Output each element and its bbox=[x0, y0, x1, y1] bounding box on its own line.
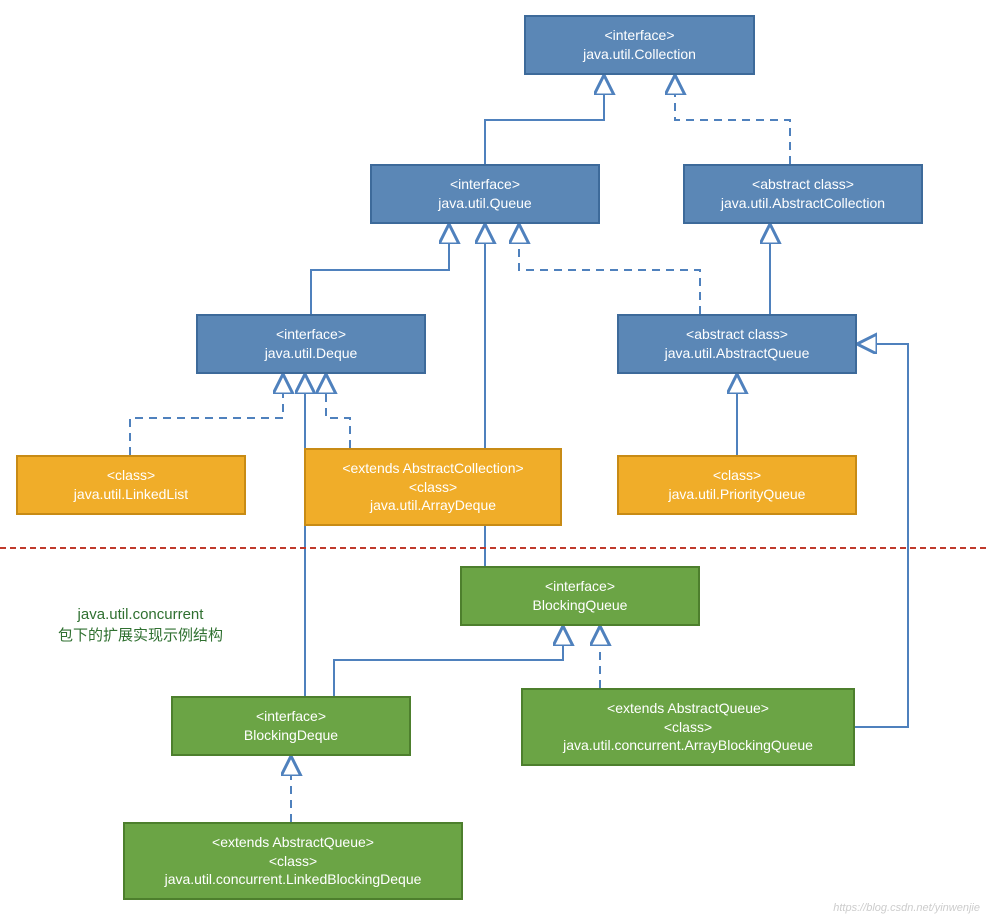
watermark: https://blog.csdn.net/yinwenjie bbox=[833, 902, 980, 914]
node-collection: <interface>java.util.Collection bbox=[524, 15, 755, 75]
edge-absColl-to-collection bbox=[675, 75, 790, 164]
node-arrBlockQueue: <extends AbstractQueue><class>java.util.… bbox=[521, 688, 855, 766]
node-priorityQueue: <class>java.util.PriorityQueue bbox=[617, 455, 857, 515]
node-blockingQueue: <interface>BlockingQueue bbox=[460, 566, 700, 626]
node-linkedList: <class>java.util.LinkedList bbox=[16, 455, 246, 515]
edge-blockingDeque-to-blockingQueue bbox=[334, 626, 563, 696]
node-blockingDeque: <interface>BlockingDeque bbox=[171, 696, 411, 756]
node-linkedBlockDeque: <extends AbstractQueue><class>java.util.… bbox=[123, 822, 463, 900]
node-absColl: <abstract class>java.util.AbstractCollec… bbox=[683, 164, 923, 224]
edge-arrayDeque-to-deque bbox=[326, 374, 350, 448]
concurrent-annotation: java.util.concurrent包下的扩展实现示例结构 bbox=[58, 604, 223, 646]
node-deque: <interface>java.util.Deque bbox=[196, 314, 426, 374]
section-divider bbox=[0, 547, 986, 549]
edge-arrBlockQueue-to-absQueue bbox=[855, 344, 908, 727]
edge-absQueue-to-queue bbox=[519, 224, 700, 314]
node-arrayDeque: <extends AbstractCollection><class>java.… bbox=[304, 448, 562, 526]
edge-queue-to-collection bbox=[485, 75, 604, 164]
node-queue: <interface>java.util.Queue bbox=[370, 164, 600, 224]
edge-linkedList-to-deque bbox=[130, 374, 283, 455]
node-absQueue: <abstract class>java.util.AbstractQueue bbox=[617, 314, 857, 374]
edge-deque-to-queue bbox=[311, 224, 449, 314]
